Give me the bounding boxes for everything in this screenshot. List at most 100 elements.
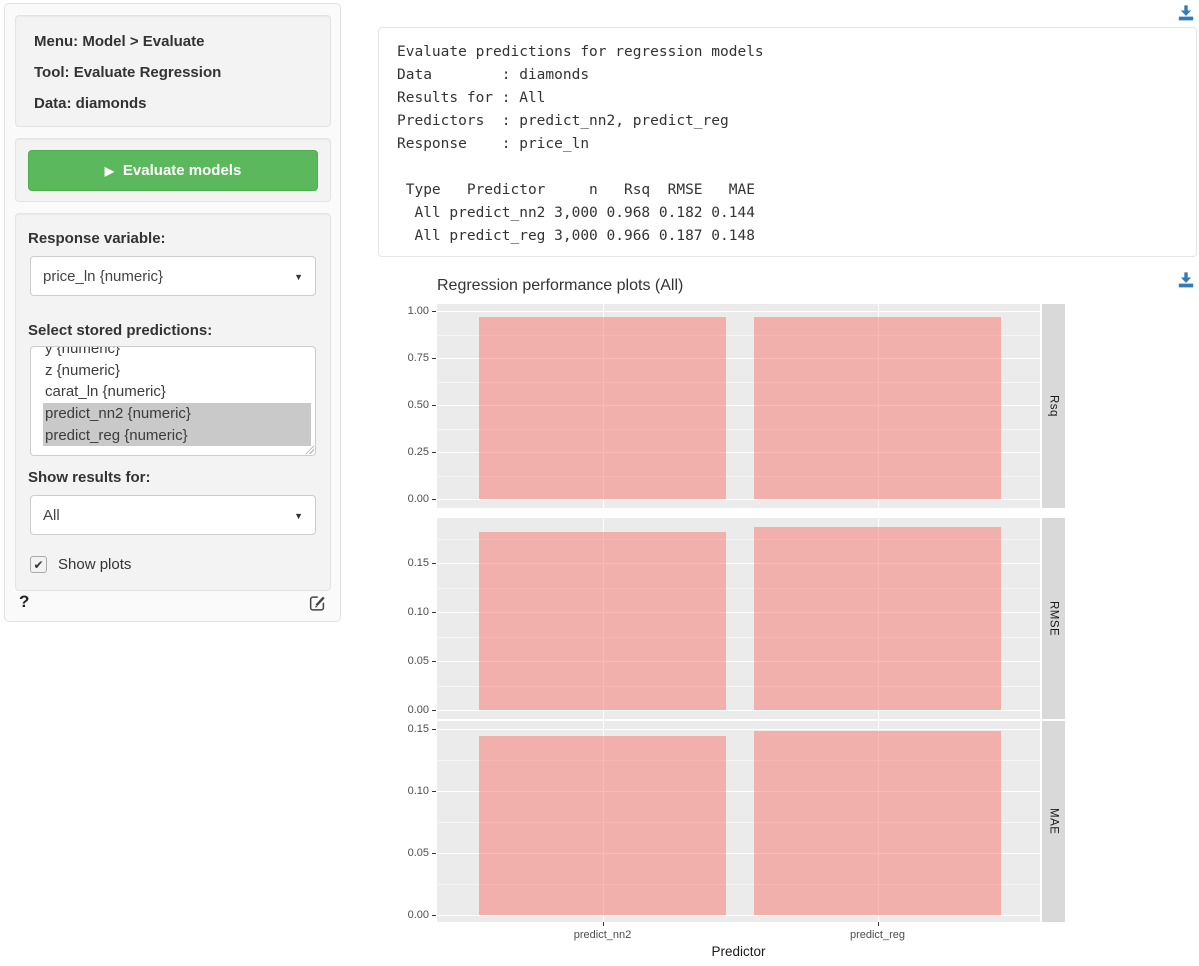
major-gridline	[437, 710, 1040, 711]
sidebar: Menu: Model > Evaluate Tool: Evaluate Re…	[4, 3, 341, 622]
facet-strip-rsq: Rsq	[1042, 304, 1065, 508]
stored-predictions-options: y {numeric} z {numeric} carat_ln {numeric}…	[43, 346, 311, 447]
help-icon[interactable]: ?	[19, 592, 30, 611]
bar-predict_reg-rmse	[754, 526, 1001, 710]
evaluate-models-label: Evaluate models	[122, 162, 242, 179]
y-tick-label: 0.75	[407, 352, 429, 364]
regression-performance-chart: Regression performance plots (All) 0.00 0…	[378, 262, 1199, 966]
bar-predict_nn2-rmse	[479, 531, 726, 710]
x-tick-label: predict_nn2	[573, 929, 632, 941]
major-gridline	[437, 661, 1040, 662]
y-axis-tick	[432, 853, 436, 854]
minor-gridline	[437, 587, 1040, 589]
x-axis-tick	[877, 922, 879, 926]
major-gridline	[437, 358, 1040, 359]
stored-predictions-listbox[interactable]: y {numeric} z {numeric} carat_ln {numeric}…	[30, 346, 316, 456]
minor-gridline	[437, 636, 1040, 638]
evaluate-models-button[interactable]: ▶ Evaluate models	[28, 150, 318, 191]
minor-gridline	[437, 381, 1040, 383]
output-panel: Evaluate predictions for regression mode…	[378, 27, 1197, 257]
major-gridline	[437, 563, 1040, 564]
facet-strip-label: Rsq	[1047, 395, 1060, 417]
major-gridline	[437, 612, 1040, 613]
y-axis-tick	[432, 791, 436, 792]
list-item[interactable]: z {numeric}	[45, 361, 121, 379]
tool-label: Tool: Evaluate Regression	[34, 64, 222, 81]
y-axis-tick	[432, 358, 436, 359]
caret-down-icon: ▼	[294, 511, 303, 521]
major-gridline	[437, 729, 1040, 730]
bar-predict_reg-mae	[754, 731, 1001, 915]
y-tick-label: 0.25	[407, 446, 429, 458]
show-results-select[interactable]: All ▼	[30, 495, 316, 535]
y-axis-tick	[432, 311, 436, 312]
edit-report-icon[interactable]	[308, 594, 327, 618]
facet-strip-label: MAE	[1047, 808, 1060, 835]
resize-handle-icon[interactable]	[305, 445, 314, 454]
y-tick-label: 0.05	[407, 847, 429, 859]
y-axis-tick	[432, 710, 436, 711]
y-axis-tick	[432, 452, 436, 453]
list-item[interactable]: y {numeric}	[45, 346, 121, 357]
y-tick-label: 0.00	[407, 493, 429, 505]
sidebar-footer: ?	[18, 592, 327, 620]
bar-predict_reg-rsq	[754, 317, 1001, 499]
list-item[interactable]: carat_ln {numeric}	[45, 383, 166, 401]
y-tick-label: 0.00	[407, 704, 429, 716]
minor-gridline	[437, 685, 1040, 687]
show-plots-checkbox[interactable]: ✔	[30, 556, 47, 573]
y-axis-tick	[432, 499, 436, 500]
major-gridline	[437, 311, 1040, 312]
facet-strip-rmse: RMSE	[1042, 518, 1065, 719]
major-gridline	[437, 452, 1040, 453]
major-gridline	[437, 853, 1040, 854]
y-axis-tick	[432, 405, 436, 406]
minor-gridline	[437, 822, 1040, 823]
y-axis-tick	[432, 563, 436, 564]
caret-down-icon: ▼	[294, 272, 303, 282]
y-tick-label: 0.10	[407, 785, 429, 797]
show-plots-label: Show plots	[58, 556, 132, 573]
play-icon: ▶	[104, 163, 114, 178]
x-tick-label: predict_reg	[849, 929, 906, 941]
menu-breadcrumb: Menu: Model > Evaluate	[34, 33, 205, 50]
show-results-label: Show results for:	[28, 469, 151, 486]
minor-gridline	[437, 760, 1040, 761]
y-axis-tick	[432, 612, 436, 613]
y-axis-tick	[432, 915, 436, 916]
y-tick-label: 0.10	[407, 606, 429, 618]
action-panel: ▶ Evaluate models	[15, 138, 331, 202]
dataset-label: Data: diamonds	[34, 95, 147, 112]
checkmark-icon: ✔	[33, 557, 44, 572]
download-icon[interactable]	[1177, 271, 1195, 289]
minor-gridline	[437, 475, 1040, 477]
bar-predict_nn2-rsq	[479, 317, 726, 499]
y-axis-tick	[432, 729, 436, 730]
facet-strip-mae: MAE	[1042, 721, 1065, 922]
info-panel: Menu: Model > Evaluate Tool: Evaluate Re…	[15, 15, 331, 127]
minor-gridline	[437, 428, 1040, 430]
y-tick-label: 1.00	[407, 305, 429, 317]
major-gridline	[437, 791, 1040, 792]
minor-gridline	[437, 334, 1040, 336]
download-icon[interactable]	[1177, 4, 1195, 22]
controls-panel: Response variable: price_ln {numeric} ▼ …	[15, 213, 331, 591]
y-axis-tick	[432, 661, 436, 662]
list-item[interactable]: predict_reg {numeric}	[43, 424, 311, 447]
list-item[interactable]: predict_nn2 {numeric}	[43, 403, 311, 425]
y-tick-label: 0.15	[407, 723, 429, 735]
response-variable-select[interactable]: price_ln {numeric} ▼	[30, 256, 316, 296]
show-plots-row: ✔ Show plots	[28, 556, 318, 573]
x-axis-title: Predictor	[711, 944, 766, 959]
minor-gridline	[437, 538, 1040, 540]
output-text: Evaluate predictions for regression mode…	[397, 44, 764, 244]
stored-predictions-label: Select stored predictions:	[28, 322, 213, 339]
y-tick-label: 0.05	[407, 655, 429, 667]
facet-strip-label: RMSE	[1047, 600, 1060, 637]
bar-predict_nn2-mae	[479, 736, 726, 915]
x-axis-tick	[602, 922, 604, 926]
y-tick-label: 0.15	[407, 557, 429, 569]
response-variable-value: price_ln {numeric}	[43, 267, 164, 285]
major-gridline	[437, 915, 1040, 916]
